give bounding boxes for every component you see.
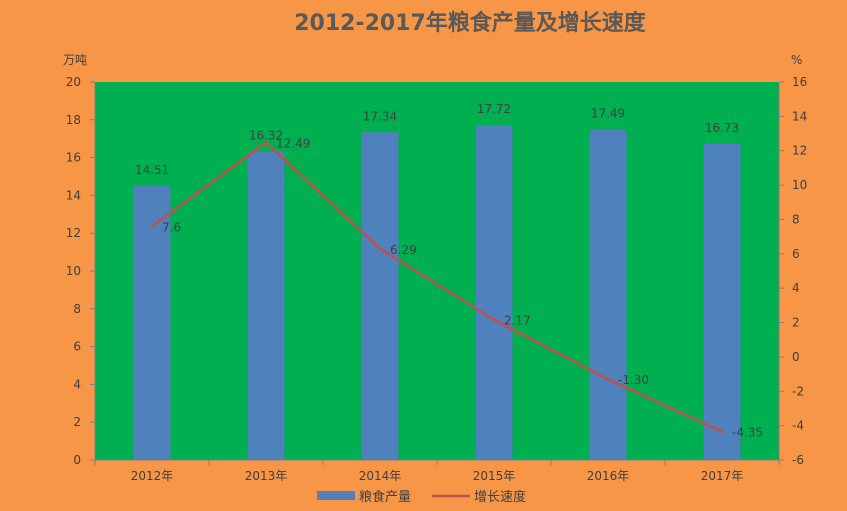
legend-swatch-bar [317, 491, 355, 500]
right-tick-label: -4 [792, 419, 804, 433]
line-series [150, 140, 724, 434]
bar-data-label: 17.49 [591, 106, 625, 120]
bar-data-label: 14.51 [135, 163, 169, 177]
right-tick-label: 2 [792, 316, 800, 330]
left-tick-label: 10 [66, 264, 81, 278]
left-tick-label: 6 [73, 340, 81, 354]
left-tick-label: 4 [73, 377, 81, 391]
line-data-label: 12.49 [276, 136, 310, 150]
bar [361, 132, 399, 461]
line-point [720, 430, 724, 434]
line-point [492, 318, 496, 322]
x-tick-label: 2014年 [359, 469, 402, 483]
left-tick-label: 16 [66, 151, 81, 165]
data-labels: 14.51 16.32 17.34 17.72 17.49 16.73 7.6 12.49 6.… [135, 102, 763, 440]
left-tick-label: 12 [66, 226, 81, 240]
x-tick-label: 2012年 [131, 469, 174, 483]
plot-area [95, 82, 779, 460]
x-tick-label: 2016年 [587, 469, 630, 483]
right-tick-label: 12 [792, 144, 807, 158]
right-tick-label: 16 [792, 75, 807, 89]
line-data-label: 6.29 [390, 243, 417, 257]
x-tick-label: 2013年 [245, 469, 288, 483]
right-tick-label: 14 [792, 109, 807, 123]
line-data-label: -1.30 [618, 373, 649, 387]
line-data-label: 2.17 [504, 314, 531, 328]
bar-data-label: 17.72 [477, 102, 511, 116]
bar [133, 185, 171, 461]
line-point [606, 377, 610, 381]
left-tick-label: 0 [73, 453, 81, 467]
right-tick-label: 10 [792, 178, 807, 192]
chart-title: 2012-2017年粮食产量及增长速度 [294, 10, 647, 36]
right-tick-label: -6 [792, 453, 804, 467]
legend-label-line: 增长速度 [474, 489, 526, 505]
left-tick-label: 14 [66, 188, 81, 202]
line-data-label: -4.35 [732, 426, 763, 440]
right-tick-label: 8 [792, 212, 800, 226]
legend-label-bar: 粮食产量 [359, 489, 411, 505]
axes: 0 2 4 6 8 10 12 14 16 18 20 -6 -4 -2 0 2 4 6 8 10 12 14 16 2012… [66, 75, 808, 483]
bar-data-label: 16.32 [249, 129, 283, 143]
bar [475, 125, 513, 460]
bar [589, 129, 627, 460]
left-tick-label: 20 [66, 75, 81, 89]
left-tick-label: 2 [73, 415, 81, 429]
left-axis-unit: 万吨 [63, 53, 87, 67]
right-axis-unit: % [791, 53, 802, 67]
right-tick-label: -2 [792, 384, 804, 398]
bar-data-label: 16.73 [705, 121, 739, 135]
right-tick-label: 4 [792, 281, 800, 295]
line-point [378, 247, 382, 251]
line-data-label: 7.6 [162, 220, 181, 234]
right-tick-label: 6 [792, 247, 800, 261]
bar [703, 143, 741, 461]
growth-line [151, 141, 723, 433]
x-tick-label: 2015年 [473, 469, 516, 483]
bar [247, 151, 285, 460]
line-point [264, 140, 268, 144]
x-tick-label: 2017年 [701, 469, 744, 483]
right-tick-label: 0 [792, 350, 800, 364]
left-tick-label: 18 [66, 113, 81, 127]
line-point [150, 224, 154, 228]
left-tick-label: 8 [73, 302, 81, 316]
bar-data-label: 17.34 [363, 109, 397, 123]
legend: 粮食产量 增长速度 [317, 489, 526, 505]
bar-series [133, 125, 741, 461]
